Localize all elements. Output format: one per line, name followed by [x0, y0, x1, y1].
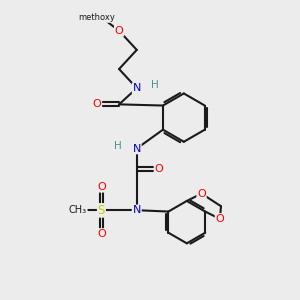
Text: methoxy: methoxy: [79, 13, 115, 22]
Text: S: S: [98, 204, 105, 217]
Text: O: O: [154, 164, 163, 174]
Text: H: H: [151, 80, 158, 90]
Text: O: O: [93, 99, 101, 110]
Text: O: O: [115, 26, 124, 36]
Text: O: O: [215, 214, 224, 224]
Text: N: N: [133, 206, 141, 215]
Text: N: N: [133, 83, 141, 93]
Text: N: N: [133, 143, 141, 154]
Text: methoxy: methoxy: [79, 13, 116, 22]
Text: O: O: [197, 189, 206, 199]
Text: O: O: [97, 182, 106, 192]
Text: CH₃: CH₃: [69, 206, 87, 215]
Text: H: H: [114, 141, 122, 151]
Text: O: O: [97, 229, 106, 239]
